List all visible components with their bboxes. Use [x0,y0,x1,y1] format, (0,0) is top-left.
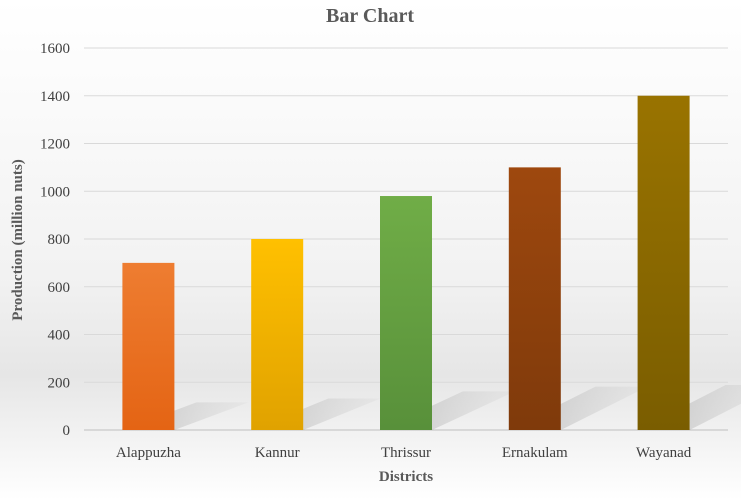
y-tick-label: 600 [48,280,71,296]
y-tick-label: 800 [48,232,71,248]
y-tick-label: 400 [48,328,71,344]
chart-title: Bar Chart [326,5,414,27]
y-tick-label: 0 [63,423,71,439]
y-tick-label: 1000 [40,184,70,200]
bar-ernakulam [508,167,561,430]
bar-thrissur [380,196,432,430]
x-tick-label: Thrissur [381,445,431,461]
x-tick-label: Kannur [255,445,300,461]
y-tick-label: 1200 [40,137,70,153]
bar-alappuzha [122,262,175,430]
x-tick-label: Wayanad [636,445,692,461]
y-tick-label: 1400 [40,89,70,105]
bar-wayanad [637,95,690,430]
x-tick-label: Ernakulam [502,445,568,461]
y-tick-label: 1600 [40,41,70,57]
y-tick-label: 200 [48,375,71,391]
x-axis-label: Districts [379,469,433,485]
x-tick-label: Alappuzha [116,445,181,461]
y-axis-label: Production (million nuts) [10,159,26,320]
bar-kannur [251,239,304,430]
